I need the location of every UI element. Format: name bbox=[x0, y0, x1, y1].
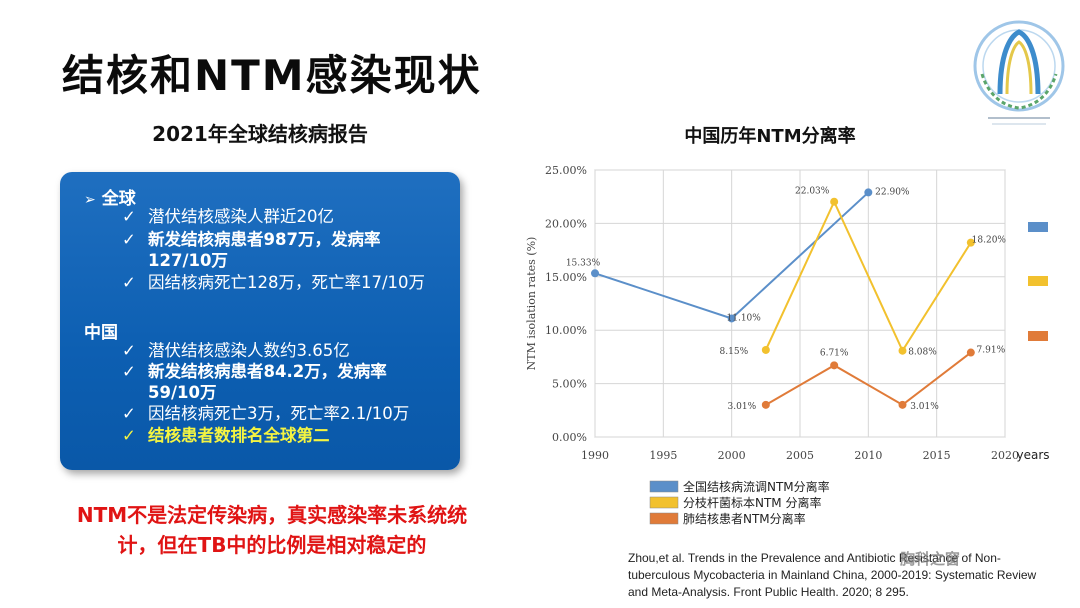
check-icon: ✓ bbox=[122, 207, 136, 226]
report-subtitle: 2021年全球结核病报告 bbox=[152, 122, 368, 146]
citation: Zhou,et al. Trends in the Prevalence and… bbox=[628, 551, 1037, 599]
cdc-emblem-logo bbox=[973, 20, 1065, 125]
slide-title: 结核和NTM感染现状 bbox=[62, 51, 482, 100]
legend-swatch bbox=[649, 480, 679, 493]
x-tick-label: 2000 bbox=[718, 449, 746, 462]
series-line-3 bbox=[765, 351, 972, 407]
y-tick-label: 10.00% bbox=[545, 324, 587, 337]
legend-swatch bbox=[649, 496, 679, 509]
global-item-text: 新发结核病患者987万，发病率127/10万 bbox=[148, 230, 381, 270]
legend-entry: 肺结核患者NTM分离率 bbox=[683, 511, 806, 526]
global-item-2: ✓ 新发结核病患者987万，发病率127/10万 bbox=[122, 229, 412, 271]
legend-swatch bbox=[649, 512, 679, 525]
legend-swatch-right bbox=[1028, 331, 1048, 341]
global-item-text: 潜伏结核感染人群近20亿 bbox=[148, 207, 334, 226]
china-item-2: ✓ 新发结核病患者84.2万，发病率59/10万 bbox=[122, 361, 412, 403]
china-item-text: 新发结核病患者84.2万，发病率59/10万 bbox=[148, 362, 387, 402]
x-axis-label: years bbox=[1016, 448, 1049, 462]
y-axis-label: NTM isolation rates (%) bbox=[525, 237, 538, 371]
data-label: 22.03% bbox=[795, 187, 830, 197]
arrow-bullet-icon: ➢ bbox=[84, 192, 96, 208]
data-point bbox=[966, 238, 975, 247]
global-item-text: 因结核病死亡128万，死亡率17/10万 bbox=[148, 273, 426, 292]
y-tick-label: 15.00% bbox=[545, 271, 587, 284]
x-tick-label: 2020 bbox=[991, 449, 1019, 462]
global-label: 全球 bbox=[101, 189, 136, 209]
data-label: 7.91% bbox=[977, 346, 1006, 356]
x-tick-label: 2010 bbox=[854, 449, 882, 462]
data-point bbox=[830, 197, 839, 206]
china-item-3: ✓ 因结核病死亡3万，死亡率2.1/10万 bbox=[122, 403, 452, 424]
china-label: 中国 bbox=[84, 323, 118, 343]
data-point bbox=[761, 345, 770, 354]
y-tick-label: 20.00% bbox=[545, 217, 587, 230]
global-item-1: ✓ 潜伏结核感染人群近20亿 bbox=[122, 206, 442, 227]
data-label: 11.10% bbox=[727, 313, 762, 323]
check-icon: ✓ bbox=[122, 341, 136, 360]
y-tick-label: 0.00% bbox=[552, 431, 587, 444]
data-label: 3.01% bbox=[910, 402, 939, 412]
x-tick-label: 1995 bbox=[649, 449, 677, 462]
ntm-isolation-chart: 0.00% 5.00% 10.00% 15.00% 20.00% 25.00% 1990 19… bbox=[525, 164, 1050, 526]
data-point bbox=[898, 346, 907, 355]
legend-entry: 全国结核病流调NTM分离率 bbox=[683, 479, 830, 494]
legend-entry: 分枝杆菌标本NTM 分离率 bbox=[683, 495, 821, 510]
ntm-note: NTM不是法定传染病，真实感染率未系统统计，但在TB中的比例是相对稳定的 bbox=[76, 503, 468, 557]
data-label: 8.15% bbox=[720, 347, 749, 357]
data-point bbox=[830, 361, 839, 370]
china-item-4: ✓ 结核患者数排名全球第二 bbox=[122, 425, 442, 446]
data-point bbox=[966, 348, 975, 357]
check-icon: ✓ bbox=[122, 273, 136, 292]
data-label: 18.20% bbox=[972, 236, 1007, 246]
check-icon: ✓ bbox=[122, 426, 136, 445]
data-point bbox=[898, 400, 907, 409]
watermark: 胸科之窗 bbox=[900, 550, 961, 568]
x-tick-label: 2015 bbox=[923, 449, 951, 462]
x-tick-label: 1990 bbox=[581, 449, 609, 462]
data-label: 8.08% bbox=[908, 348, 937, 358]
china-item-text: 结核患者数排名全球第二 bbox=[148, 426, 330, 445]
data-label: 6.71% bbox=[820, 348, 849, 358]
data-point bbox=[864, 188, 873, 197]
global-item-3: ✓ 因结核病死亡128万，死亡率17/10万 bbox=[122, 272, 442, 293]
data-point bbox=[591, 269, 599, 278]
legend-swatch-right bbox=[1028, 276, 1048, 286]
data-label: 3.01% bbox=[728, 402, 757, 412]
global-section-label: ➢ 全球 bbox=[84, 184, 136, 209]
china-item-text: 因结核病死亡3万，死亡率2.1/10万 bbox=[148, 404, 410, 423]
legend-swatch-right bbox=[1028, 222, 1048, 232]
x-tick-label: 2005 bbox=[786, 449, 814, 462]
tb-report-panel: ➢ 全球 ✓ 潜伏结核感染人群近20亿 ✓ 新发结核病患者987万，发病率127/10… bbox=[60, 172, 460, 470]
data-label: 22.90% bbox=[875, 187, 910, 197]
series-line-2 bbox=[764, 199, 972, 353]
china-item-text: 潜伏结核感染人数约3.65亿 bbox=[148, 341, 350, 360]
check-icon: ✓ bbox=[122, 362, 136, 381]
data-label: 15.33% bbox=[566, 258, 601, 268]
y-tick-label: 5.00% bbox=[552, 378, 587, 391]
chart-title: 中国历年NTM分离率 bbox=[684, 126, 856, 147]
check-icon: ✓ bbox=[122, 404, 136, 423]
check-icon: ✓ bbox=[122, 230, 136, 249]
data-point bbox=[727, 314, 736, 323]
y-tick-label: 25.00% bbox=[545, 164, 587, 177]
china-item-1: ✓ 潜伏结核感染人数约3.65亿 bbox=[122, 340, 442, 361]
data-point bbox=[761, 400, 770, 409]
